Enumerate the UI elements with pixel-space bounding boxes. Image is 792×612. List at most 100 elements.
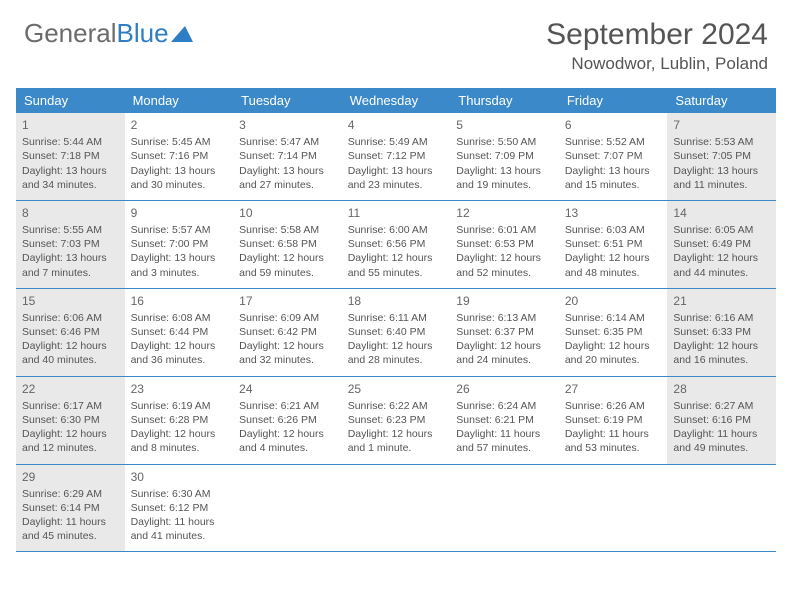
daylight-text: Daylight: 13 hours [131,164,228,178]
sunrise-text: Sunrise: 5:55 AM [22,223,119,237]
day-number: 26 [456,381,553,397]
sunset-text: Sunset: 6:23 PM [348,413,445,427]
day-number: 15 [22,293,119,309]
day-number: 8 [22,205,119,221]
sunset-text: Sunset: 6:33 PM [673,325,770,339]
daylight-text: and 45 minutes. [22,529,119,543]
calendar-day: 28Sunrise: 6:27 AMSunset: 6:16 PMDayligh… [667,377,776,464]
weekday-label: Sunday [16,88,125,113]
daylight-text: and 32 minutes. [239,353,336,367]
daylight-text: and 59 minutes. [239,266,336,280]
daylight-text: and 30 minutes. [131,178,228,192]
day-number: 29 [22,469,119,485]
calendar-week: 29Sunrise: 6:29 AMSunset: 6:14 PMDayligh… [16,465,776,553]
daylight-text: and 40 minutes. [22,353,119,367]
sunrise-text: Sunrise: 6:00 AM [348,223,445,237]
daylight-text: Daylight: 12 hours [565,339,662,353]
sunset-text: Sunset: 6:44 PM [131,325,228,339]
daylight-text: Daylight: 12 hours [673,251,770,265]
day-number: 21 [673,293,770,309]
sunset-text: Sunset: 6:16 PM [673,413,770,427]
daylight-text: Daylight: 11 hours [456,427,553,441]
sunset-text: Sunset: 7:07 PM [565,149,662,163]
sunrise-text: Sunrise: 6:26 AM [565,399,662,413]
daylight-text: Daylight: 12 hours [456,251,553,265]
sunrise-text: Sunrise: 5:47 AM [239,135,336,149]
logo: GeneralBlue [24,18,193,49]
sunset-text: Sunset: 7:18 PM [22,149,119,163]
calendar-day: 5Sunrise: 5:50 AMSunset: 7:09 PMDaylight… [450,113,559,200]
calendar-day: 2Sunrise: 5:45 AMSunset: 7:16 PMDaylight… [125,113,234,200]
calendar: Sunday Monday Tuesday Wednesday Thursday… [0,88,792,552]
calendar-day: 19Sunrise: 6:13 AMSunset: 6:37 PMDayligh… [450,289,559,376]
sunrise-text: Sunrise: 5:49 AM [348,135,445,149]
sunrise-text: Sunrise: 6:05 AM [673,223,770,237]
weekday-label: Saturday [667,88,776,113]
daylight-text: and 23 minutes. [348,178,445,192]
daylight-text: Daylight: 11 hours [22,515,119,529]
calendar-day: 12Sunrise: 6:01 AMSunset: 6:53 PMDayligh… [450,201,559,288]
daylight-text: Daylight: 12 hours [348,251,445,265]
day-number: 24 [239,381,336,397]
sunset-text: Sunset: 6:56 PM [348,237,445,251]
day-number: 5 [456,117,553,133]
sunrise-text: Sunrise: 6:29 AM [22,487,119,501]
day-number: 4 [348,117,445,133]
daylight-text: Daylight: 13 hours [239,164,336,178]
sunset-text: Sunset: 6:49 PM [673,237,770,251]
sunset-text: Sunset: 6:37 PM [456,325,553,339]
sunset-text: Sunset: 6:30 PM [22,413,119,427]
calendar-day: 13Sunrise: 6:03 AMSunset: 6:51 PMDayligh… [559,201,668,288]
sunrise-text: Sunrise: 6:22 AM [348,399,445,413]
calendar-week: 22Sunrise: 6:17 AMSunset: 6:30 PMDayligh… [16,377,776,465]
daylight-text: Daylight: 13 hours [22,251,119,265]
daylight-text: Daylight: 11 hours [565,427,662,441]
daylight-text: Daylight: 11 hours [673,427,770,441]
day-number: 20 [565,293,662,309]
calendar-day: 30Sunrise: 6:30 AMSunset: 6:12 PMDayligh… [125,465,234,552]
daylight-text: Daylight: 13 hours [673,164,770,178]
sunset-text: Sunset: 6:28 PM [131,413,228,427]
daylight-text: Daylight: 12 hours [22,427,119,441]
calendar-day: 22Sunrise: 6:17 AMSunset: 6:30 PMDayligh… [16,377,125,464]
daylight-text: and 4 minutes. [239,441,336,455]
day-number: 25 [348,381,445,397]
sunset-text: Sunset: 6:42 PM [239,325,336,339]
calendar-day: 24Sunrise: 6:21 AMSunset: 6:26 PMDayligh… [233,377,342,464]
calendar-day: 20Sunrise: 6:14 AMSunset: 6:35 PMDayligh… [559,289,668,376]
daylight-text: Daylight: 13 hours [22,164,119,178]
weekday-label: Friday [559,88,668,113]
daylight-text: and 57 minutes. [456,441,553,455]
calendar-day-empty [450,465,559,552]
sunrise-text: Sunrise: 6:21 AM [239,399,336,413]
sunrise-text: Sunrise: 6:16 AM [673,311,770,325]
logo-text-blue: Blue [117,18,169,49]
day-number: 9 [131,205,228,221]
calendar-day: 4Sunrise: 5:49 AMSunset: 7:12 PMDaylight… [342,113,451,200]
sunset-text: Sunset: 7:12 PM [348,149,445,163]
sunrise-text: Sunrise: 6:09 AM [239,311,336,325]
daylight-text: Daylight: 13 hours [131,251,228,265]
sunset-text: Sunset: 6:40 PM [348,325,445,339]
sunrise-text: Sunrise: 6:30 AM [131,487,228,501]
daylight-text: and 28 minutes. [348,353,445,367]
day-number: 27 [565,381,662,397]
calendar-day: 16Sunrise: 6:08 AMSunset: 6:44 PMDayligh… [125,289,234,376]
calendar-day: 3Sunrise: 5:47 AMSunset: 7:14 PMDaylight… [233,113,342,200]
daylight-text: and 11 minutes. [673,178,770,192]
sunrise-text: Sunrise: 5:58 AM [239,223,336,237]
day-number: 23 [131,381,228,397]
daylight-text: Daylight: 13 hours [456,164,553,178]
calendar-day: 18Sunrise: 6:11 AMSunset: 6:40 PMDayligh… [342,289,451,376]
daylight-text: and 20 minutes. [565,353,662,367]
sunrise-text: Sunrise: 6:01 AM [456,223,553,237]
sunset-text: Sunset: 7:09 PM [456,149,553,163]
day-number: 1 [22,117,119,133]
sunset-text: Sunset: 7:05 PM [673,149,770,163]
day-number: 6 [565,117,662,133]
daylight-text: Daylight: 11 hours [131,515,228,529]
daylight-text: and 15 minutes. [565,178,662,192]
sunrise-text: Sunrise: 5:52 AM [565,135,662,149]
day-number: 14 [673,205,770,221]
sunset-text: Sunset: 6:19 PM [565,413,662,427]
